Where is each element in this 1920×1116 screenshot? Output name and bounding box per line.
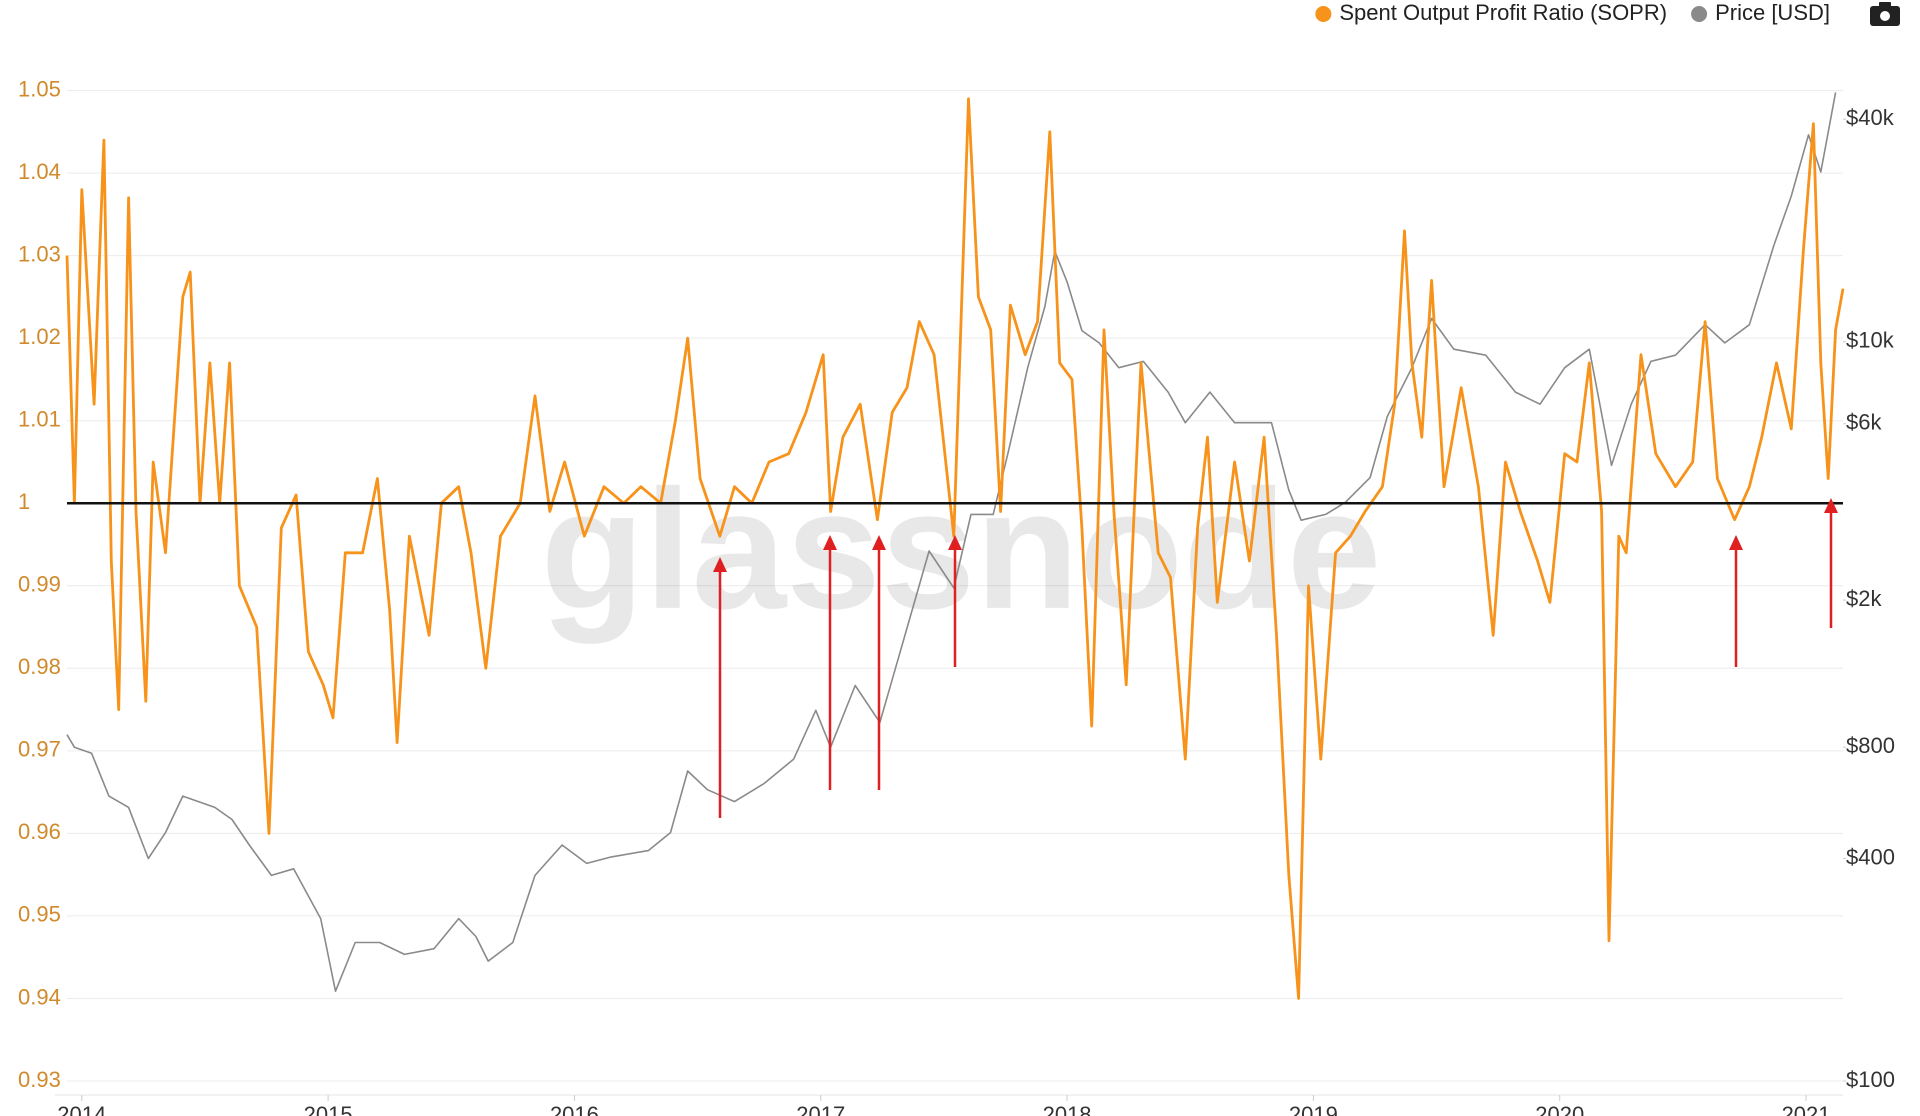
y-tick-label: 0.94 <box>18 984 61 1009</box>
camera-lens <box>1880 11 1890 21</box>
camera-top <box>1879 2 1891 8</box>
y-tick-label: 1 <box>18 489 30 514</box>
series-line <box>66 92 1837 992</box>
y-tick-label: 1.03 <box>18 241 61 266</box>
x-tick-label: 2016 <box>550 1102 599 1116</box>
y2-tick-label: $400 <box>1846 844 1895 869</box>
legend-label: Spent Output Profit Ratio (SOPR) <box>1339 0 1667 25</box>
y2-tick-label: $10k <box>1846 328 1895 353</box>
arrow-head <box>823 535 837 550</box>
y-tick-label: 1.01 <box>18 407 61 432</box>
arrow-head <box>948 535 962 550</box>
y-tick-label: 0.98 <box>18 654 61 679</box>
legend-marker <box>1691 6 1708 22</box>
y2-tick-label: $40k <box>1846 105 1895 130</box>
y-tick-label: 1.04 <box>18 159 61 184</box>
y-tick-label: 0.93 <box>18 1067 61 1092</box>
x-tick-label: 2014 <box>57 1102 106 1116</box>
y-tick-label: 0.99 <box>18 572 61 597</box>
y-tick-label: 0.96 <box>18 819 61 844</box>
legend: Price [USD] Spent Output Profit Ratio (SO… <box>1315 0 1830 25</box>
series-line <box>65 97 1845 1000</box>
legend-label: Price [USD] <box>1715 0 1830 25</box>
x-tick-label: 2015 <box>304 1102 353 1116</box>
x-tick-label: 2018 <box>1043 1102 1092 1116</box>
x-tick-label: 2020 <box>1535 1102 1584 1116</box>
y-tick-label: 1.02 <box>18 324 61 349</box>
arrow-head <box>1729 535 1743 550</box>
legend-marker <box>1315 6 1332 22</box>
y2-tick-label: $6k <box>1846 410 1882 435</box>
y2-tick-label: $800 <box>1846 733 1895 758</box>
y-tick-label: 1.05 <box>18 76 61 101</box>
x-tick-label: 2019 <box>1289 1102 1338 1116</box>
x-tick-label: 2017 <box>796 1102 845 1116</box>
arrow-head <box>1824 498 1838 513</box>
arrow-head <box>872 535 886 550</box>
y-tick-label: 0.95 <box>18 902 61 927</box>
x-tick-label: 2021 <box>1782 1102 1831 1116</box>
y-tick-label: 0.97 <box>18 737 61 762</box>
y2-tick-label: $2k <box>1846 586 1882 611</box>
y2-tick-label: $100 <box>1846 1067 1895 1092</box>
lines <box>65 92 1845 1000</box>
camera-icon[interactable] <box>1870 2 1900 26</box>
annotation-arrows <box>713 498 1838 818</box>
arrow-head <box>713 557 727 572</box>
